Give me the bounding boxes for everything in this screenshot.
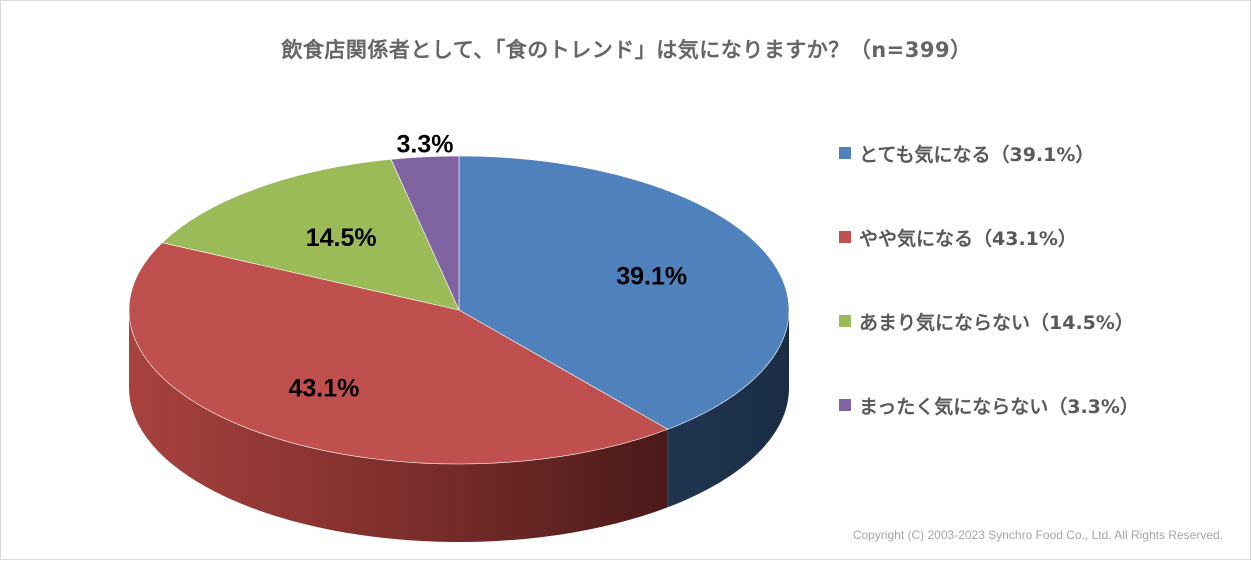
pie-data-label: 39.1%: [616, 263, 687, 291]
legend-swatch: [839, 399, 851, 411]
copyright-notice: Copyright (C) 2003-2023 Synchro Food Co.…: [852, 528, 1223, 542]
legend-item: とても気になる（39.1%）: [839, 138, 1239, 168]
pie-slice: [161, 158, 460, 311]
pie-data-label: 43.1%: [288, 374, 359, 402]
legend-swatch: [839, 315, 851, 327]
pie-side-wall: [667, 310, 789, 508]
legend-label: やや気になる（43.1%）: [859, 227, 1077, 250]
pie-slice: [458, 155, 790, 430]
pie-side-wall: [129, 310, 668, 542]
pie-slice: [128, 242, 669, 465]
legend-swatch: [839, 147, 851, 159]
legend-label: まったく気にならない（3.3%）: [859, 395, 1139, 418]
legend-item: やや気になる（43.1%）: [839, 222, 1239, 252]
chart-title: 飲食店関係者として、「食のトレンド」は気になりますか？（n=399）: [281, 38, 972, 62]
legend-item: あまり気にならない（14.5%）: [839, 306, 1239, 336]
legend-item: まったく気にならない（3.3%）: [839, 390, 1239, 420]
pie-data-label: 3.3%: [397, 131, 454, 159]
pie-data-label: 14.5%: [306, 224, 377, 252]
legend-label: とても気になる（39.1%）: [859, 143, 1095, 166]
legend-label: あまり気にならない（14.5%）: [859, 311, 1134, 334]
chart-legend: とても気になる（39.1%） やや気になる（43.1%） あまり気にならない（1…: [839, 138, 1239, 474]
pie-slice: [390, 155, 460, 311]
legend-swatch: [839, 231, 851, 243]
